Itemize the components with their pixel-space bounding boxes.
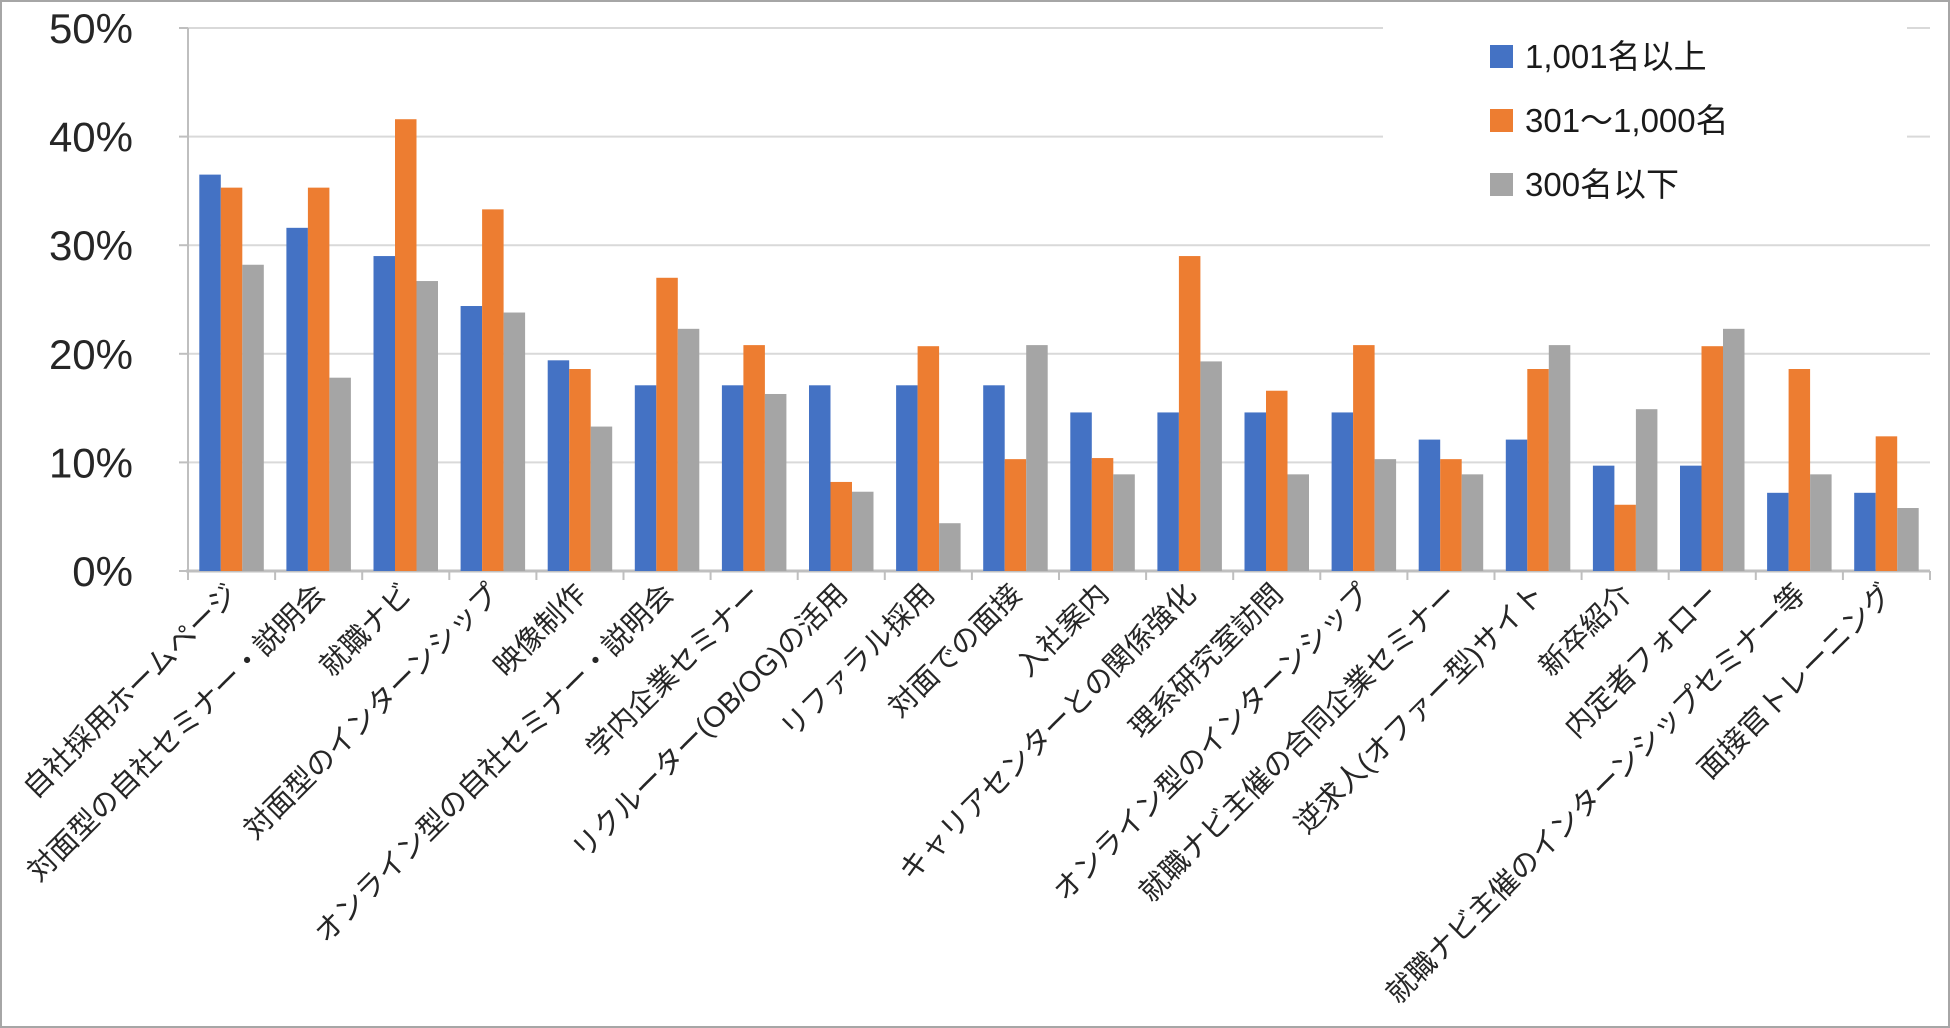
bar [896, 385, 918, 571]
legend-swatch-series2 [1490, 108, 1513, 132]
y-axis-label: 20% [49, 331, 133, 378]
bar [1635, 409, 1658, 571]
bar [1548, 345, 1571, 571]
bar [286, 227, 308, 571]
bar [1070, 412, 1092, 571]
y-axis-label: 10% [49, 439, 133, 486]
legend-swatch-series3 [1490, 172, 1513, 196]
legend-item: 301〜1,000名 [1490, 92, 1907, 148]
bar [329, 377, 351, 571]
legend-item: 300名以下 [1490, 156, 1907, 212]
bar [220, 187, 243, 571]
bar [656, 277, 678, 571]
y-axis-label: 30% [49, 222, 133, 269]
bar [1440, 459, 1462, 571]
bar [1004, 459, 1027, 571]
bar [307, 187, 330, 571]
bar [764, 393, 787, 571]
y-axis-label: 0% [72, 548, 133, 595]
bar [917, 346, 940, 571]
bar [569, 369, 591, 571]
bar [1788, 369, 1811, 571]
bar [1723, 328, 1745, 571]
legend-label: 1,001名以上 [1525, 37, 1707, 75]
bar [830, 481, 852, 571]
bar [1244, 412, 1266, 571]
legend: 1,001名以上 301〜1,000名 300名以下 [1383, 16, 1907, 216]
bar [1418, 439, 1441, 571]
legend-label: 300名以下 [1525, 165, 1680, 203]
bar [547, 360, 570, 571]
bar [1113, 474, 1135, 571]
bar [395, 119, 417, 571]
bar [1353, 345, 1375, 571]
y-axis-label: 50% [49, 5, 133, 52]
bar [1854, 492, 1876, 571]
x-axis-label: 理系研究室訪問 [1123, 578, 1290, 745]
legend-item: 1,001名以上 [1490, 28, 1907, 84]
x-axis-label: オンライン型のインターンシップ [1047, 578, 1377, 908]
bar [1091, 458, 1114, 571]
bar [1897, 508, 1919, 571]
bar [983, 385, 1005, 571]
x-axis-label: 内定者フォロー [1558, 578, 1725, 745]
bar [1875, 436, 1898, 571]
bar [1592, 465, 1615, 571]
bar [852, 491, 874, 571]
bar [809, 385, 831, 571]
bar [1505, 439, 1528, 571]
bar [721, 385, 744, 571]
bar [1810, 474, 1832, 571]
bar [1614, 504, 1636, 571]
bar [1157, 412, 1179, 571]
bar [1026, 345, 1048, 571]
bar [242, 264, 264, 571]
bar [1701, 346, 1723, 571]
legend-swatch-series1 [1490, 44, 1513, 68]
bar [416, 281, 438, 571]
x-axis-label: リファラル採用 [774, 578, 941, 745]
bar [590, 426, 613, 571]
bar [1178, 256, 1201, 571]
bar [1767, 492, 1789, 571]
bar [199, 174, 221, 572]
legend-label: 301〜1,000名 [1525, 101, 1729, 139]
y-axis-label: 40% [49, 114, 133, 161]
bar [1680, 465, 1702, 571]
bar [1527, 369, 1549, 571]
bar [743, 345, 765, 571]
bar [939, 523, 961, 571]
bar [503, 312, 526, 571]
bar [460, 306, 483, 571]
x-axis-label: 就職ナビ主催の合同企業セミナー [1133, 578, 1464, 909]
bar [373, 256, 395, 571]
bar [1374, 459, 1397, 571]
bar [1331, 412, 1354, 571]
bar [482, 209, 504, 571]
bar [1287, 474, 1309, 571]
bar [1266, 390, 1288, 571]
bar [1461, 474, 1484, 571]
bar [634, 385, 657, 571]
bar [1200, 361, 1222, 571]
bar [677, 328, 700, 571]
